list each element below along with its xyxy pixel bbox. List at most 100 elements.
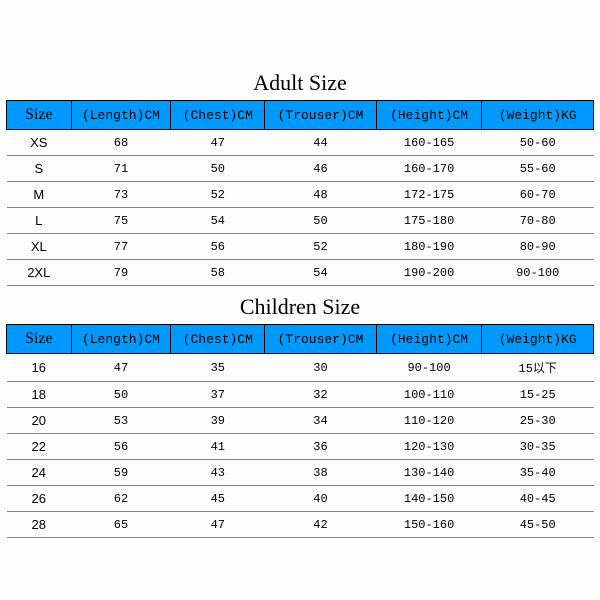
table-cell: 45-50 — [482, 512, 594, 538]
table-cell: 71 — [71, 156, 171, 182]
table-cell: 53 — [71, 408, 171, 434]
table-cell: S — [7, 156, 72, 182]
table-row: 26624540140-15040-45 — [7, 486, 594, 512]
table-cell: 52 — [171, 182, 265, 208]
table-cell: 24 — [7, 460, 72, 486]
table-cell: 25-30 — [482, 408, 594, 434]
table-cell: 47 — [171, 130, 265, 156]
table-cell: 52 — [265, 234, 377, 260]
table-cell: 56 — [71, 434, 171, 460]
table-cell: 70-80 — [482, 208, 594, 234]
table-cell: 180-190 — [376, 234, 482, 260]
col-size: Size — [7, 325, 72, 354]
table-row: S715046160-17055-60 — [7, 156, 594, 182]
table-cell: 2XL — [7, 260, 72, 286]
table-cell: 40-45 — [482, 486, 594, 512]
table-cell: 65 — [71, 512, 171, 538]
table-cell: 175-180 — [376, 208, 482, 234]
table-cell: 160-170 — [376, 156, 482, 182]
table-cell: 79 — [71, 260, 171, 286]
table-cell: 26 — [7, 486, 72, 512]
table-cell: 28 — [7, 512, 72, 538]
table-cell: 150-160 — [376, 512, 482, 538]
table-cell: 37 — [171, 382, 265, 408]
table-row: 2XL795854190-20090-100 — [7, 260, 594, 286]
table-cell: 50 — [71, 382, 171, 408]
table-cell: 172-175 — [376, 182, 482, 208]
table-cell: 34 — [265, 408, 377, 434]
table-row: 24594338130-14035-40 — [7, 460, 594, 486]
adult-header-row: Size (Length)CM (Chest)CM (Trouser)CM (H… — [7, 101, 594, 130]
table-cell: 41 — [171, 434, 265, 460]
table-cell: 35 — [171, 354, 265, 382]
children-section: Children Size Size (Length)CM (Chest)CM … — [6, 286, 594, 538]
col-trouser: (Trouser)CM — [265, 101, 377, 130]
col-chest: (Chest)CM — [171, 101, 265, 130]
table-cell: 56 — [171, 234, 265, 260]
children-title: Children Size — [6, 286, 594, 324]
adult-title: Adult Size — [6, 62, 594, 100]
col-height: (Height)CM — [376, 325, 482, 354]
col-weight: (Weight)KG — [482, 101, 594, 130]
col-length: (Length)CM — [71, 325, 171, 354]
col-trouser: (Trouser)CM — [265, 325, 377, 354]
table-cell: 58 — [171, 260, 265, 286]
table-cell: 39 — [171, 408, 265, 434]
table-cell: L — [7, 208, 72, 234]
col-height: (Height)CM — [376, 101, 482, 130]
table-row: 1647353090-10015以下 — [7, 354, 594, 382]
table-cell: 35-40 — [482, 460, 594, 486]
table-cell: 100-110 — [376, 382, 482, 408]
col-chest: (Chest)CM — [171, 325, 265, 354]
table-cell: 50 — [265, 208, 377, 234]
table-cell: 38 — [265, 460, 377, 486]
col-weight: (Weight)KG — [482, 325, 594, 354]
table-cell: 140-150 — [376, 486, 482, 512]
table-cell: 40 — [265, 486, 377, 512]
table-cell: 47 — [171, 512, 265, 538]
table-cell: 160-165 — [376, 130, 482, 156]
table-row: L755450175-18070-80 — [7, 208, 594, 234]
table-row: 20533934110-12025-30 — [7, 408, 594, 434]
table-cell: 190-200 — [376, 260, 482, 286]
table-row: XL775652180-19080-90 — [7, 234, 594, 260]
adult-table: Size (Length)CM (Chest)CM (Trouser)CM (H… — [6, 100, 594, 286]
table-cell: 46 — [265, 156, 377, 182]
table-cell: 15-25 — [482, 382, 594, 408]
table-row: 22564136120-13030-35 — [7, 434, 594, 460]
table-cell: 73 — [71, 182, 171, 208]
table-cell: 43 — [171, 460, 265, 486]
table-cell: 50 — [171, 156, 265, 182]
children-header-row: Size (Length)CM (Chest)CM (Trouser)CM (H… — [7, 325, 594, 354]
col-length: (Length)CM — [71, 101, 171, 130]
table-cell: 55-60 — [482, 156, 594, 182]
table-cell: 36 — [265, 434, 377, 460]
table-cell: 60-70 — [482, 182, 594, 208]
table-cell: XL — [7, 234, 72, 260]
table-cell: 30 — [265, 354, 377, 382]
table-cell: 77 — [71, 234, 171, 260]
table-cell: 18 — [7, 382, 72, 408]
table-cell: 42 — [265, 512, 377, 538]
table-cell: 68 — [71, 130, 171, 156]
col-size: Size — [7, 101, 72, 130]
table-row: 18503732100-11015-25 — [7, 382, 594, 408]
table-cell: 20 — [7, 408, 72, 434]
table-cell: 44 — [265, 130, 377, 156]
table-cell: 32 — [265, 382, 377, 408]
table-cell: 50-60 — [482, 130, 594, 156]
table-row: M735248172-17560-70 — [7, 182, 594, 208]
table-cell: XS — [7, 130, 72, 156]
table-cell: 110-120 — [376, 408, 482, 434]
table-cell: 30-35 — [482, 434, 594, 460]
table-cell: M — [7, 182, 72, 208]
table-row: XS684744160-16550-60 — [7, 130, 594, 156]
table-row: 28654742150-16045-50 — [7, 512, 594, 538]
table-cell: 90-100 — [482, 260, 594, 286]
table-cell: 130-140 — [376, 460, 482, 486]
table-cell: 22 — [7, 434, 72, 460]
table-cell: 90-100 — [376, 354, 482, 382]
table-cell: 15以下 — [482, 354, 594, 382]
table-cell: 59 — [71, 460, 171, 486]
table-cell: 62 — [71, 486, 171, 512]
